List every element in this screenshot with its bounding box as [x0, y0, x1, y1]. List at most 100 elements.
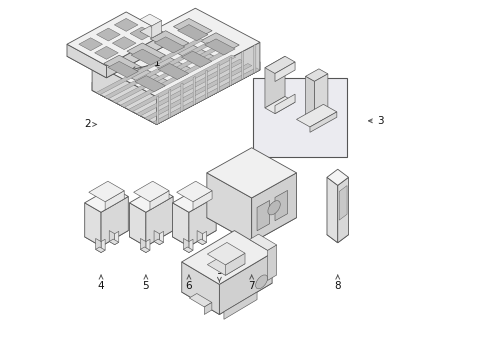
- Polygon shape: [274, 94, 294, 114]
- Polygon shape: [140, 14, 162, 26]
- Polygon shape: [168, 89, 170, 118]
- Polygon shape: [176, 181, 212, 202]
- Polygon shape: [154, 239, 163, 245]
- Polygon shape: [67, 12, 165, 66]
- Polygon shape: [188, 197, 216, 246]
- Polygon shape: [92, 63, 156, 125]
- Text: 7: 7: [248, 275, 254, 291]
- Polygon shape: [89, 181, 124, 202]
- Polygon shape: [253, 44, 255, 73]
- Polygon shape: [145, 197, 173, 246]
- Polygon shape: [154, 230, 159, 245]
- Polygon shape: [202, 231, 206, 245]
- Polygon shape: [92, 36, 260, 125]
- Polygon shape: [84, 203, 101, 246]
- Polygon shape: [172, 187, 216, 212]
- Polygon shape: [177, 24, 207, 41]
- Polygon shape: [115, 231, 119, 245]
- Polygon shape: [94, 46, 118, 59]
- Polygon shape: [200, 33, 239, 53]
- Polygon shape: [241, 51, 243, 80]
- Text: 9: 9: [216, 266, 222, 282]
- Polygon shape: [183, 247, 193, 252]
- Polygon shape: [314, 74, 327, 125]
- Polygon shape: [129, 203, 145, 246]
- Polygon shape: [140, 26, 162, 38]
- Polygon shape: [129, 221, 173, 246]
- Polygon shape: [151, 21, 162, 38]
- Polygon shape: [129, 187, 173, 212]
- Polygon shape: [136, 59, 244, 116]
- Polygon shape: [205, 70, 207, 99]
- Polygon shape: [267, 201, 280, 215]
- Polygon shape: [145, 239, 150, 252]
- Polygon shape: [109, 230, 115, 245]
- Polygon shape: [181, 51, 211, 67]
- Polygon shape: [84, 187, 128, 212]
- Polygon shape: [229, 57, 231, 86]
- Polygon shape: [101, 197, 128, 246]
- Polygon shape: [67, 44, 106, 78]
- Polygon shape: [101, 239, 105, 252]
- Polygon shape: [156, 62, 260, 125]
- Polygon shape: [249, 234, 276, 250]
- Polygon shape: [158, 63, 188, 80]
- Text: 2: 2: [84, 120, 97, 129]
- Text: 3: 3: [368, 116, 383, 126]
- Polygon shape: [193, 191, 212, 210]
- Polygon shape: [105, 191, 124, 210]
- Polygon shape: [264, 96, 294, 114]
- Polygon shape: [326, 177, 337, 243]
- Polygon shape: [204, 302, 211, 315]
- Polygon shape: [150, 31, 188, 51]
- Polygon shape: [133, 181, 169, 202]
- Polygon shape: [309, 112, 336, 132]
- Polygon shape: [251, 173, 296, 243]
- Polygon shape: [156, 96, 159, 125]
- Polygon shape: [92, 36, 260, 125]
- Polygon shape: [152, 68, 260, 125]
- Polygon shape: [140, 238, 145, 252]
- Polygon shape: [144, 63, 251, 120]
- Polygon shape: [204, 39, 235, 55]
- Text: 5: 5: [142, 275, 149, 291]
- Polygon shape: [131, 69, 169, 90]
- Polygon shape: [224, 292, 257, 319]
- Polygon shape: [173, 18, 212, 39]
- Polygon shape: [108, 61, 138, 77]
- Polygon shape: [206, 148, 296, 198]
- Text: 6: 6: [185, 275, 192, 291]
- Polygon shape: [130, 27, 153, 40]
- Polygon shape: [305, 69, 327, 81]
- Polygon shape: [159, 231, 163, 245]
- Polygon shape: [172, 221, 216, 246]
- Polygon shape: [182, 262, 219, 315]
- Polygon shape: [96, 247, 105, 252]
- Polygon shape: [217, 64, 219, 93]
- Polygon shape: [207, 253, 244, 275]
- Polygon shape: [274, 190, 287, 221]
- Polygon shape: [326, 169, 348, 185]
- Polygon shape: [131, 49, 161, 65]
- Polygon shape: [96, 38, 203, 95]
- Polygon shape: [172, 203, 188, 246]
- Polygon shape: [326, 226, 348, 243]
- Polygon shape: [267, 245, 276, 280]
- Polygon shape: [84, 221, 128, 246]
- Polygon shape: [96, 28, 120, 41]
- Polygon shape: [182, 230, 271, 284]
- Polygon shape: [181, 83, 183, 112]
- Bar: [253, 78, 346, 157]
- Polygon shape: [296, 104, 336, 127]
- Text: 8: 8: [334, 275, 340, 291]
- Text: 1: 1: [131, 58, 160, 71]
- Polygon shape: [305, 76, 314, 125]
- Polygon shape: [183, 238, 188, 252]
- Polygon shape: [156, 42, 260, 125]
- Polygon shape: [120, 51, 227, 107]
- Polygon shape: [67, 24, 165, 78]
- Polygon shape: [154, 57, 192, 78]
- Polygon shape: [127, 43, 165, 63]
- Polygon shape: [182, 261, 271, 315]
- Polygon shape: [264, 56, 285, 108]
